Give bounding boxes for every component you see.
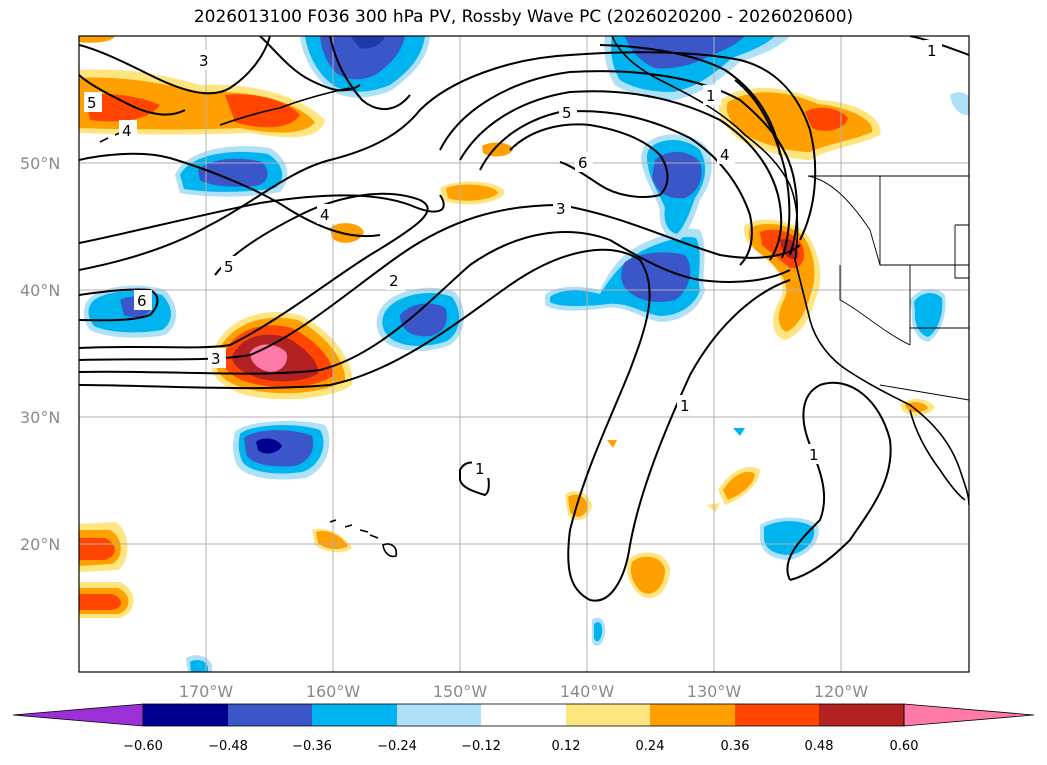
contour-label: 5 [224, 258, 234, 276]
lat-label-20n: 20°N [20, 535, 60, 554]
pv-contours [79, 36, 969, 602]
lon-label-150w: 150°W [433, 682, 488, 701]
colorbar-tick: −0.12 [461, 739, 501, 754]
coastlines [99, 36, 969, 558]
lon-label-140w: 140°W [560, 682, 615, 701]
contour-label: 3 [211, 350, 221, 368]
contour-label: 3 [556, 200, 566, 218]
lon-label-120w: 120°W [814, 682, 869, 701]
colorbar-segment [481, 704, 566, 726]
colorbar-segment [143, 704, 228, 726]
lon-label-160w: 160°W [306, 682, 361, 701]
colorbar-tick: −0.60 [123, 739, 163, 754]
longitude-labels: 170°W 160°W 150°W 140°W 130°W 120°W [179, 682, 869, 701]
contour-label: 1 [475, 460, 485, 478]
contour-label: 1 [927, 42, 937, 60]
contour-label: 4 [720, 146, 730, 164]
colorbar-tick-labels: −0.60 −0.48 −0.36 −0.24 −0.12 0.12 0.24 … [123, 739, 918, 754]
lon-label-130w: 130°W [687, 682, 742, 701]
colorbar-segment [397, 704, 481, 726]
map-title: 2026013100 F036 300 hPa PV, Rossby Wave … [193, 7, 854, 27]
colorbar-segment [312, 704, 397, 726]
gridlines [79, 36, 969, 672]
lat-label-50n: 50°N [20, 154, 60, 173]
contour-label: 4 [122, 122, 132, 140]
colorbar-tick: 0.60 [890, 739, 919, 754]
contour-label: 1 [706, 87, 716, 105]
contour-label: 2 [389, 272, 399, 290]
contour-labels: 3 5 4 5 6 3 4 2 5 6 3 1 1 1 [84, 40, 942, 478]
colorbar-tick: 0.24 [636, 739, 665, 754]
contour-label: 5 [87, 94, 97, 112]
latitude-labels: 50°N 40°N 30°N 20°N [20, 154, 60, 554]
map-canvas: 3 5 4 5 6 3 4 2 5 6 3 1 1 1 [79, 36, 969, 672]
negative-anomaly-shading [83, 36, 969, 672]
colorbar-outline [142, 703, 905, 727]
lon-label-170w: 170°W [179, 682, 234, 701]
colorbar-tick: −0.48 [208, 739, 248, 754]
colorbar-extend-high [903, 703, 1035, 727]
colorbar-tick: −0.24 [377, 739, 417, 754]
colorbar-segment [650, 704, 735, 726]
colorbar-segments [12, 703, 1035, 727]
colorbar-tick: 0.48 [805, 739, 834, 754]
contour-label: 6 [137, 292, 147, 310]
map-border [78, 35, 970, 673]
colorbar-tick: −0.36 [292, 739, 332, 754]
colorbar-segment [819, 704, 904, 726]
colorbar: −0.60 −0.48 −0.36 −0.24 −0.12 0.12 0.24 … [12, 703, 1035, 754]
lat-label-30n: 30°N [20, 408, 60, 427]
colorbar-tick: 0.12 [552, 739, 581, 754]
lat-label-40n: 40°N [20, 281, 60, 300]
contour-label: 1 [680, 397, 690, 415]
colorbar-segment [566, 704, 650, 726]
contour-label: 3 [199, 52, 209, 70]
colorbar-segment [228, 704, 312, 726]
contour-label: 5 [562, 104, 572, 122]
contour-label: 1 [809, 446, 819, 464]
colorbar-segment [735, 704, 819, 726]
contour-label: 4 [320, 206, 330, 224]
contour-label: 6 [578, 154, 588, 172]
state-borders [807, 175, 969, 401]
colorbar-tick: 0.36 [721, 739, 750, 754]
colorbar-extend-low [12, 703, 144, 727]
